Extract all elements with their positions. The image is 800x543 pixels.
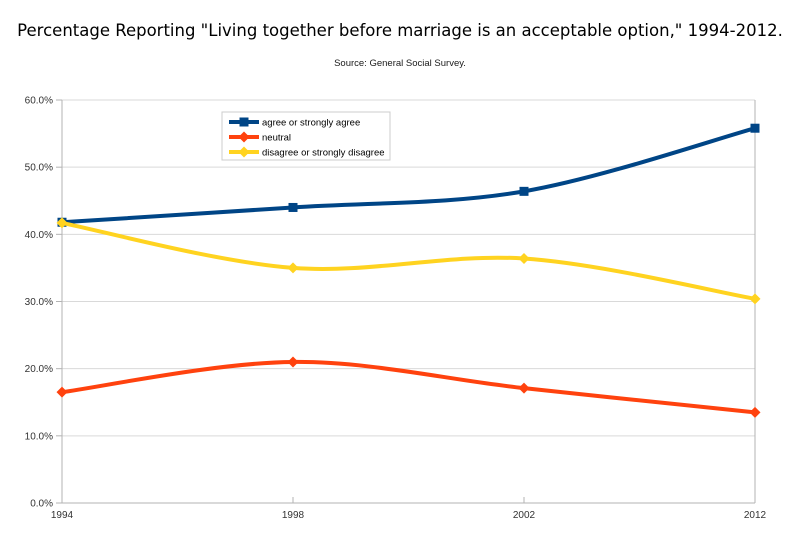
y-tick-label: 0.0% [30,499,53,510]
legend-label-disagree-or-strongly-disagree: disagree or strongly disagree [262,148,385,159]
x-tick-label: 1998 [282,510,305,521]
series-line-disagree-or-strongly-disagree [60,220,757,301]
x-tick-label: 2012 [744,510,767,521]
data-point-agree-or-strongly-agree [288,202,298,212]
y-tick-label: 50.0% [25,163,53,174]
x-tick-label: 1994 [51,510,74,521]
data-point-neutral [518,382,530,394]
series-line-agree-or-strongly-agree [60,126,757,225]
data-point-neutral [56,386,68,398]
data-point-disagree-or-strongly-disagree [518,253,530,265]
data-point-agree-or-strongly-agree [519,186,529,196]
data-point-disagree-or-strongly-disagree [287,262,299,274]
y-tick-label: 60.0% [25,96,53,107]
y-tick-label: 30.0% [25,297,53,308]
legend-marker-agree-or-strongly-agree [239,117,249,127]
y-tick-label: 20.0% [25,364,53,375]
data-point-disagree-or-strongly-disagree [749,293,761,305]
series-line-neutral [60,359,757,415]
legend-label-agree-or-strongly-agree: agree or strongly agree [262,118,360,129]
legend-label-neutral: neutral [262,133,291,144]
y-tick-label: 10.0% [25,431,53,442]
chart-title: Percentage Reporting "Living together be… [17,21,783,40]
chart-subtitle: Source: General Social Survey. [334,58,466,69]
data-point-disagree-or-strongly-disagree [56,217,68,229]
data-point-agree-or-strongly-agree [750,123,760,133]
data-point-neutral [749,406,761,418]
x-tick-label: 2002 [513,510,536,521]
data-point-neutral [287,356,299,368]
legend-marker-neutral [238,131,250,143]
legend-marker-disagree-or-strongly-disagree [238,146,250,158]
y-tick-label: 40.0% [25,230,53,241]
